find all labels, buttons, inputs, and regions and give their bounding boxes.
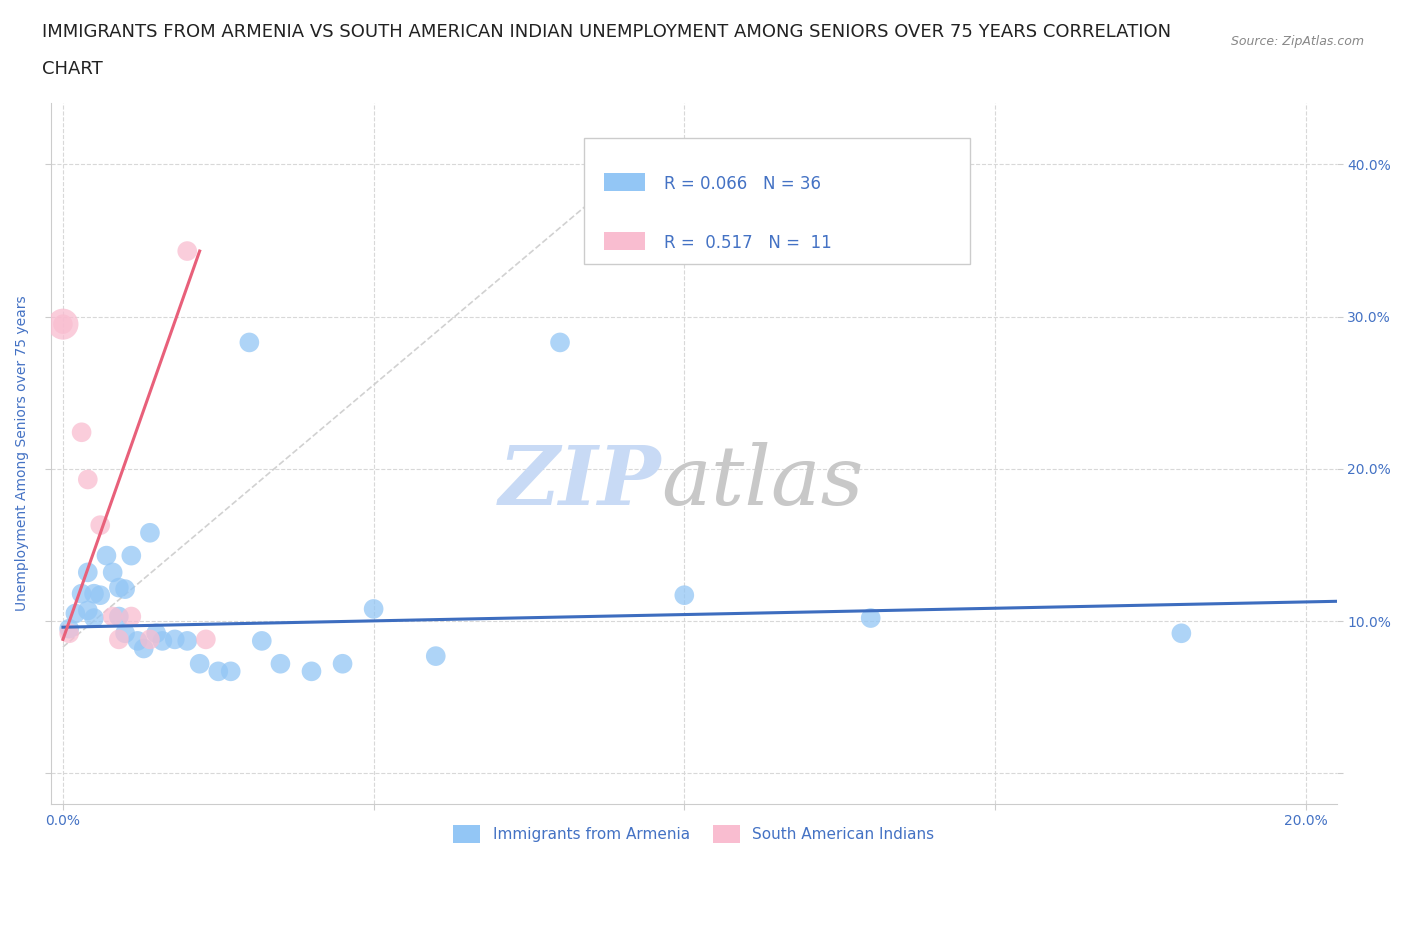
Point xyxy=(332,657,354,671)
Point xyxy=(76,472,98,487)
Point xyxy=(238,335,260,350)
Point xyxy=(76,565,98,579)
Point xyxy=(52,317,75,332)
Point xyxy=(76,603,98,618)
Point xyxy=(89,588,111,603)
Point xyxy=(58,621,80,636)
Point xyxy=(83,586,105,601)
Point xyxy=(114,626,136,641)
Point xyxy=(188,657,211,671)
Point xyxy=(301,664,323,679)
Point xyxy=(65,606,87,621)
Point xyxy=(176,633,198,648)
FancyBboxPatch shape xyxy=(603,232,645,250)
Point xyxy=(127,633,149,648)
FancyBboxPatch shape xyxy=(585,139,970,264)
Y-axis label: Unemployment Among Seniors over 75 years: Unemployment Among Seniors over 75 years xyxy=(15,296,30,611)
Point xyxy=(70,425,93,440)
Point xyxy=(425,649,447,664)
FancyBboxPatch shape xyxy=(603,173,645,191)
Point xyxy=(139,525,162,540)
Point xyxy=(269,657,291,671)
Point xyxy=(150,633,173,648)
Point xyxy=(250,633,273,648)
Point xyxy=(70,586,93,601)
Text: Source: ZipAtlas.com: Source: ZipAtlas.com xyxy=(1230,35,1364,48)
Point xyxy=(96,548,118,563)
Point xyxy=(548,335,571,350)
Point xyxy=(194,631,217,646)
Point xyxy=(145,626,167,641)
Text: atlas: atlas xyxy=(661,442,863,522)
Point xyxy=(207,664,229,679)
Point xyxy=(219,664,242,679)
Point xyxy=(176,244,198,259)
Text: R = 0.066   N = 36: R = 0.066 N = 36 xyxy=(664,175,821,193)
Point xyxy=(108,580,131,595)
Point xyxy=(139,631,162,646)
Point xyxy=(673,588,696,603)
Point xyxy=(101,609,124,624)
Point xyxy=(108,609,131,624)
Point xyxy=(101,565,124,579)
Text: R =  0.517   N =  11: R = 0.517 N = 11 xyxy=(664,234,832,252)
Text: IMMIGRANTS FROM ARMENIA VS SOUTH AMERICAN INDIAN UNEMPLOYMENT AMONG SENIORS OVER: IMMIGRANTS FROM ARMENIA VS SOUTH AMERICA… xyxy=(42,23,1171,41)
Point xyxy=(52,317,75,332)
Point xyxy=(120,609,142,624)
Legend: Immigrants from Armenia, South American Indians: Immigrants from Armenia, South American … xyxy=(447,818,941,849)
Point xyxy=(114,581,136,596)
Point xyxy=(108,631,131,646)
Point xyxy=(120,548,142,563)
Point xyxy=(89,518,111,533)
Point xyxy=(163,631,186,646)
Text: CHART: CHART xyxy=(42,60,103,78)
Point xyxy=(83,611,105,626)
Point xyxy=(1170,626,1192,641)
Text: ZIP: ZIP xyxy=(499,442,661,522)
Point xyxy=(58,626,80,641)
Point xyxy=(859,611,882,626)
Point xyxy=(363,602,385,617)
Point xyxy=(132,641,155,656)
